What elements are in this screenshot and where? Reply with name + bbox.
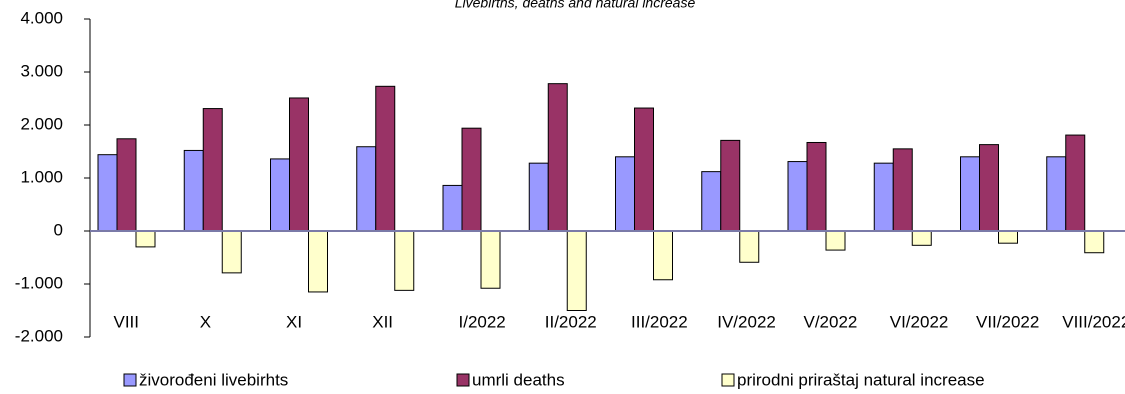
deaths-bar <box>720 139 741 232</box>
bars <box>90 83 1125 311</box>
livebirths-bar <box>442 184 463 232</box>
category-label: IV/2022 <box>717 312 776 331</box>
livebirths-bar <box>183 149 204 232</box>
natural-increase-bar <box>566 230 587 311</box>
legend-swatch <box>123 373 137 387</box>
livebirths-bar <box>960 156 980 232</box>
category-label: VIII/2022 <box>1062 312 1125 331</box>
y-tick-label: -2.000 <box>15 326 63 345</box>
livebirths-bar <box>97 154 118 232</box>
deaths-bar <box>116 138 137 232</box>
legend-swatch <box>456 373 470 387</box>
y-axis: 4.000 3.000 2.000 1.000 0 -1.000 -2.000 <box>15 8 91 345</box>
category-label: I/2022 <box>459 312 506 331</box>
livebirths-bar <box>787 161 808 232</box>
legend-label: umrli deaths <box>472 370 565 389</box>
legend-label: živorođeni livebirhts <box>139 370 288 389</box>
natural-increase-bar <box>308 230 328 293</box>
deaths-bar <box>461 127 482 232</box>
deaths-bar <box>979 144 999 232</box>
livebirths-bar <box>528 162 549 232</box>
livebirths-bar <box>1046 156 1067 232</box>
natural-increase-bar <box>911 230 932 246</box>
legend-label: prirodni priraštaj natural increase <box>737 370 985 389</box>
livebirths-bar <box>270 158 290 232</box>
natural-increase-bar <box>394 230 415 291</box>
legend: živorođeni livebirhts umrli deaths prirodn… <box>123 370 985 389</box>
category-label: VI/2022 <box>890 312 949 331</box>
deaths-bar <box>289 97 309 232</box>
category-label: VII/2022 <box>976 312 1039 331</box>
chart-title: Livebirths, deaths and natural increase <box>455 0 696 11</box>
category-label: V/2022 <box>804 312 858 331</box>
y-tick-label: 2.000 <box>20 114 63 133</box>
natural-increase-bar <box>739 230 760 263</box>
y-tick-label: 0 <box>54 220 63 239</box>
livebirths-bar <box>615 156 635 232</box>
deaths-bar <box>375 85 396 232</box>
category-label: X <box>200 312 211 331</box>
deaths-bar <box>892 148 913 232</box>
category-label: II/2022 <box>545 312 597 331</box>
category-label: III/2022 <box>631 312 688 331</box>
y-tick-label: -1.000 <box>15 273 63 292</box>
legend-item-natural-increase: prirodni priraštaj natural increase <box>721 370 985 389</box>
livebirths-bar <box>701 171 722 232</box>
legend-item-livebirths: živorođeni livebirhts <box>123 370 288 389</box>
y-tick-label: 1.000 <box>20 167 63 186</box>
y-tick-label: 3.000 <box>20 61 63 80</box>
deaths-bar <box>202 108 223 232</box>
natural-increase-bar <box>221 230 242 274</box>
natural-increase-bar <box>998 230 1018 244</box>
deaths-bar <box>806 141 827 232</box>
natural-increase-bar <box>653 230 673 281</box>
livebirths-bar <box>873 162 894 232</box>
category-label: XI <box>286 312 302 331</box>
deaths-bar <box>1065 134 1086 232</box>
natural-increase-bar <box>480 230 501 289</box>
natural-increase-bar <box>135 230 156 248</box>
deaths-bar <box>547 83 568 232</box>
category-label: VIII <box>114 312 140 331</box>
legend-swatch <box>721 373 735 387</box>
category-label: XII <box>372 312 393 331</box>
livebirths-bar <box>356 146 377 232</box>
category-labels: VIII X XI XII I/2022 II/2022 III/2022 IV/2022 V/… <box>114 312 1125 331</box>
deaths-bar <box>634 107 654 232</box>
y-tick-label: 4.000 <box>20 8 63 27</box>
legend-item-deaths: umrli deaths <box>456 370 565 389</box>
natural-increase-bar <box>1084 230 1105 254</box>
natural-increase-bar <box>825 230 846 251</box>
